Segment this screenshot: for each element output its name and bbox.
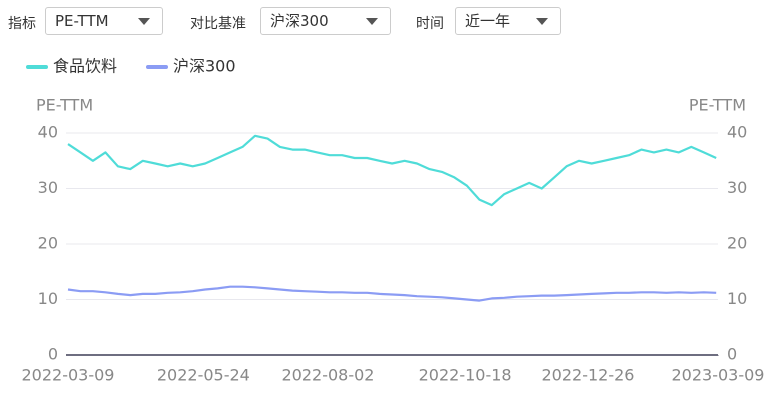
y2-tick-label: 10 [727, 289, 747, 308]
x-tick-label: 2022-05-24 [157, 366, 250, 385]
y2-tick-label: 40 [727, 123, 747, 142]
y-tick-label: 10 [38, 289, 58, 308]
x-tick-label: 2022-03-09 [22, 366, 115, 385]
y-axis-label: PE-TTM [36, 96, 93, 115]
y-tick-label: 40 [38, 123, 58, 142]
select[interactable]: PE-TTM [45, 7, 163, 35]
y-tick-label: 20 [38, 234, 58, 253]
control-label: 指标 [8, 16, 36, 32]
control-label: 时间 [416, 16, 444, 32]
x-tick-label: 2023-03-09 [672, 366, 765, 385]
select[interactable]: 近一年 [455, 7, 561, 35]
x-tick-label: 2022-10-18 [419, 366, 512, 385]
x-tick-label: 2022-12-26 [542, 366, 635, 385]
y-tick-label: 30 [38, 178, 58, 197]
y2-tick-label: 0 [727, 345, 737, 364]
line [67, 285, 717, 302]
control-label: 对比基准 [190, 16, 246, 32]
y2-axis-label: PE-TTM [689, 96, 746, 115]
y2-tick-label: 30 [727, 178, 747, 197]
legend-label: 食品饮料 [53, 57, 117, 76]
x-tick-label: 2022-08-02 [282, 366, 375, 385]
y2-tick-label: 20 [727, 234, 747, 253]
select[interactable]: 沪深300 [260, 7, 391, 35]
legend-label: 沪深300 [173, 57, 236, 76]
line [67, 134, 717, 207]
y-tick-label: 0 [48, 345, 58, 364]
